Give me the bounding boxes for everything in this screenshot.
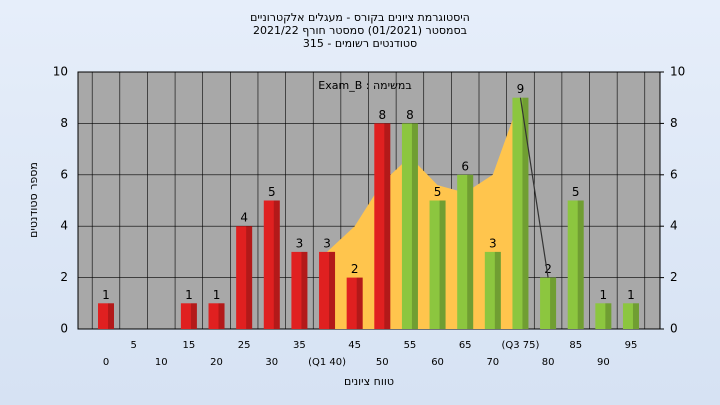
bar-shade — [190, 303, 197, 329]
data-label: 8 — [378, 108, 386, 122]
x-tick-label: 80 — [542, 357, 555, 368]
x-tick-label: 10 — [155, 357, 168, 368]
x-tick-label: 90 — [597, 357, 610, 368]
y2-tick-label: 2 — [670, 270, 678, 284]
annotation: במשימה : Exam_B — [318, 79, 411, 92]
x-tick-label: 45 — [348, 340, 361, 351]
data-label: 6 — [461, 159, 469, 173]
bar-shade — [577, 200, 584, 329]
bar — [457, 174, 474, 329]
y-tick-label: 0 — [60, 322, 68, 336]
x-tick-label: 30 — [265, 357, 278, 368]
bar — [401, 123, 418, 330]
x-tick-label: (Q3 75) — [501, 340, 539, 351]
x-tick-label: 95 — [625, 340, 638, 351]
bar — [236, 226, 253, 329]
bar-shade — [522, 97, 529, 329]
data-label: 3 — [489, 236, 497, 250]
y-tick-label: 10 — [53, 65, 68, 79]
x-tick-label: (Q1 40) — [308, 357, 346, 368]
bar — [263, 200, 280, 329]
x-tick-label: 60 — [431, 357, 444, 368]
bar — [374, 123, 391, 330]
x-tick-label: 70 — [486, 357, 499, 368]
bar — [540, 277, 557, 329]
bar-shade — [218, 303, 225, 329]
y2-tick-label: 4 — [670, 219, 678, 233]
data-label: 5 — [268, 185, 276, 199]
title-line: היסטוגרמת ציונים בקורס - מעגלים אלקטרוני… — [250, 11, 470, 24]
x-axis-label: טווח ציונים — [344, 375, 394, 388]
data-label: 9 — [517, 82, 525, 96]
data-label: 3 — [296, 236, 304, 250]
y2-tick-label: 0 — [670, 322, 678, 336]
bar-shade — [301, 251, 308, 329]
x-tick-label: 25 — [238, 340, 251, 351]
y2-tick-label: 8 — [670, 116, 678, 130]
y-axis-label: מספר סטודנטים — [27, 162, 40, 238]
x-tick-label: 55 — [404, 340, 417, 351]
bar-shade — [246, 226, 253, 329]
bar-shade — [550, 277, 557, 329]
data-label: 1 — [185, 288, 193, 302]
title-line: בסמסטר (01/2021) סמסטר חורף 2021/22 — [253, 24, 467, 37]
x-tick-label: 15 — [183, 340, 196, 351]
bar-shade — [411, 123, 418, 330]
bar-shade — [605, 303, 612, 329]
data-label: 1 — [627, 288, 635, 302]
line — [519, 97, 549, 278]
bar — [319, 251, 336, 329]
data-label: 3 — [323, 236, 331, 250]
x-tick-label: 5 — [130, 340, 136, 351]
bar-shade — [632, 303, 639, 329]
bar-shade — [329, 251, 336, 329]
y-tick-label: 4 — [60, 219, 68, 233]
bar — [512, 97, 529, 329]
bar — [291, 251, 308, 329]
title-line: סטודנטים רשומים - 315 — [303, 37, 417, 50]
x-tick-label: 20 — [210, 357, 223, 368]
data-label: 5 — [434, 185, 442, 199]
bar — [622, 303, 639, 329]
bar — [595, 303, 612, 329]
y-tick-label: 8 — [60, 116, 68, 130]
y-tick-label: 2 — [60, 270, 68, 284]
bar-shade — [273, 200, 280, 329]
bar-shade — [467, 174, 474, 329]
bar — [567, 200, 584, 329]
x-tick-label: 50 — [376, 357, 389, 368]
bar-shade — [439, 200, 446, 329]
data-label: 1 — [600, 288, 608, 302]
bar-shade — [384, 123, 391, 330]
data-label: 4 — [240, 211, 248, 225]
bar-shade — [356, 277, 363, 329]
bar-shade — [108, 303, 114, 329]
bar — [98, 303, 114, 329]
bar — [346, 277, 363, 329]
y2-tick-label: 6 — [670, 167, 678, 181]
data-label: 5 — [572, 185, 580, 199]
y-tick-label: 6 — [60, 167, 68, 181]
x-tick-label: 35 — [293, 340, 306, 351]
x-tick-label: 85 — [569, 340, 582, 351]
x-tick-label: 0 — [103, 357, 109, 368]
data-label: 8 — [406, 108, 414, 122]
bar-shade — [494, 251, 501, 329]
bar — [429, 200, 446, 329]
bar — [180, 303, 197, 329]
data-label: 2 — [544, 262, 552, 276]
bar — [484, 251, 501, 329]
data-label: 2 — [351, 262, 359, 276]
data-label: 1 — [213, 288, 221, 302]
bar — [208, 303, 225, 329]
y2-tick-label: 10 — [670, 65, 685, 79]
data-label: 1 — [102, 288, 110, 302]
x-tick-label: 65 — [459, 340, 472, 351]
